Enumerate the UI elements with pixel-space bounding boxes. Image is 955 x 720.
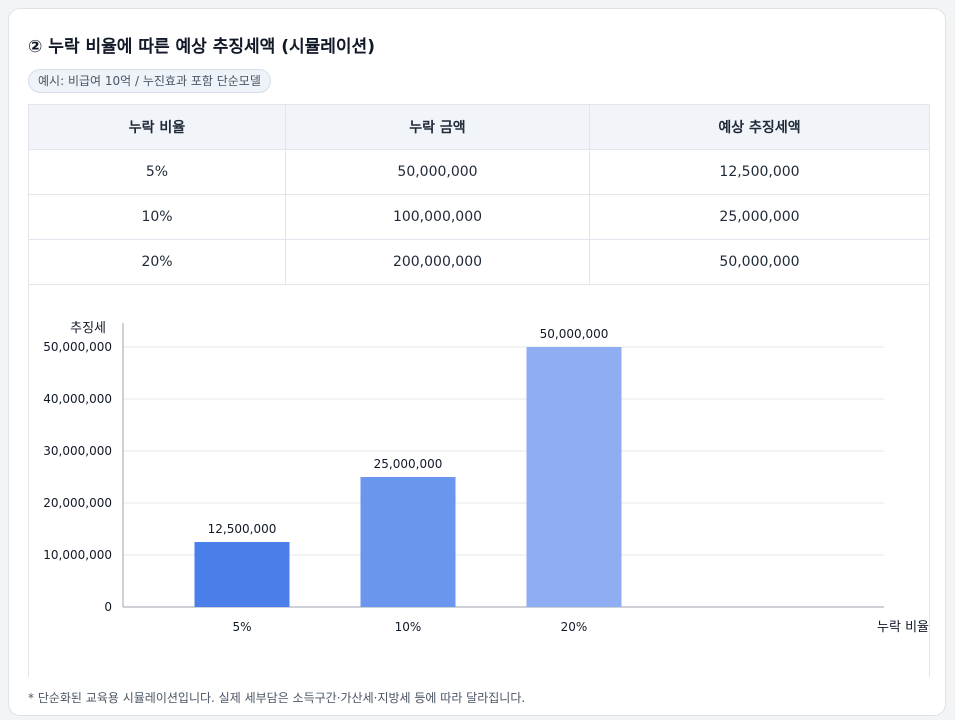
- assumption-badge: 예시: 비급여 10억 / 누진효과 포함 단순모델: [28, 69, 271, 93]
- y-tick-label: 10,000,000: [43, 548, 112, 562]
- cell-tax: 12,500,000: [589, 149, 930, 195]
- cell-rate: 5%: [28, 149, 286, 195]
- bar-value-label: 25,000,000: [374, 457, 443, 471]
- bar: [360, 477, 456, 607]
- x-tick-label: 10%: [395, 620, 422, 634]
- x-axis-label: 누락 비율: [877, 620, 929, 635]
- y-tick-label: 30,000,000: [43, 444, 112, 458]
- bar-value-label: 50,000,000: [540, 327, 609, 341]
- table-row: 5% 50,000,000 12,500,000: [28, 149, 930, 195]
- table-row: 20% 200,000,000 50,000,000: [28, 239, 930, 285]
- simulation-card: ② 누락 비율에 따른 예상 추징세액 (시뮬레이션) 예시: 비급여 10억 …: [8, 8, 946, 716]
- footnote: * 단순화된 교육용 시뮬레이션입니다. 실제 세부담은 소득구간·가산세·지방…: [28, 691, 526, 705]
- bar: [526, 347, 622, 607]
- cell-rate: 10%: [28, 194, 286, 240]
- cell-rate: 20%: [28, 239, 286, 285]
- header-estimated-tax: 예상 추징세액: [589, 104, 930, 150]
- cell-amount: 200,000,000: [285, 239, 590, 285]
- bar-value-label: 12,500,000: [208, 522, 277, 536]
- chart-area: 0 10,000,000 20,000,000 30,000,000 40,000,00…: [28, 277, 930, 677]
- y-tick-label: 0: [104, 600, 112, 614]
- table-row: 10% 100,000,000 25,000,000: [28, 194, 930, 240]
- x-tick-label: 20%: [561, 620, 588, 634]
- y-axis-label: 추징세: [70, 321, 106, 336]
- panel-title: ② 누락 비율에 따른 예상 추징세액 (시뮬레이션): [28, 37, 375, 57]
- bar: [194, 542, 290, 607]
- cell-amount: 100,000,000: [285, 194, 590, 240]
- simulation-table: 누락 비율 누락 금액 예상 추징세액 5% 50,000,000 12,500…: [28, 104, 930, 285]
- tax-bar-chart: 0 10,000,000 20,000,000 30,000,000 40,000,00…: [43, 321, 929, 635]
- x-tick-label: 5%: [232, 620, 251, 634]
- cell-tax: 50,000,000: [589, 239, 930, 285]
- table-header-row: 누락 비율 누락 금액 예상 추징세액: [28, 104, 930, 150]
- header-omission-amount: 누락 금액: [285, 104, 590, 150]
- cell-tax: 25,000,000: [589, 194, 930, 240]
- y-tick-label: 40,000,000: [43, 392, 112, 406]
- y-tick-label: 50,000,000: [43, 340, 112, 354]
- cell-amount: 50,000,000: [285, 149, 590, 195]
- y-tick-label: 20,000,000: [43, 496, 112, 510]
- header-omission-rate: 누락 비율: [28, 104, 286, 150]
